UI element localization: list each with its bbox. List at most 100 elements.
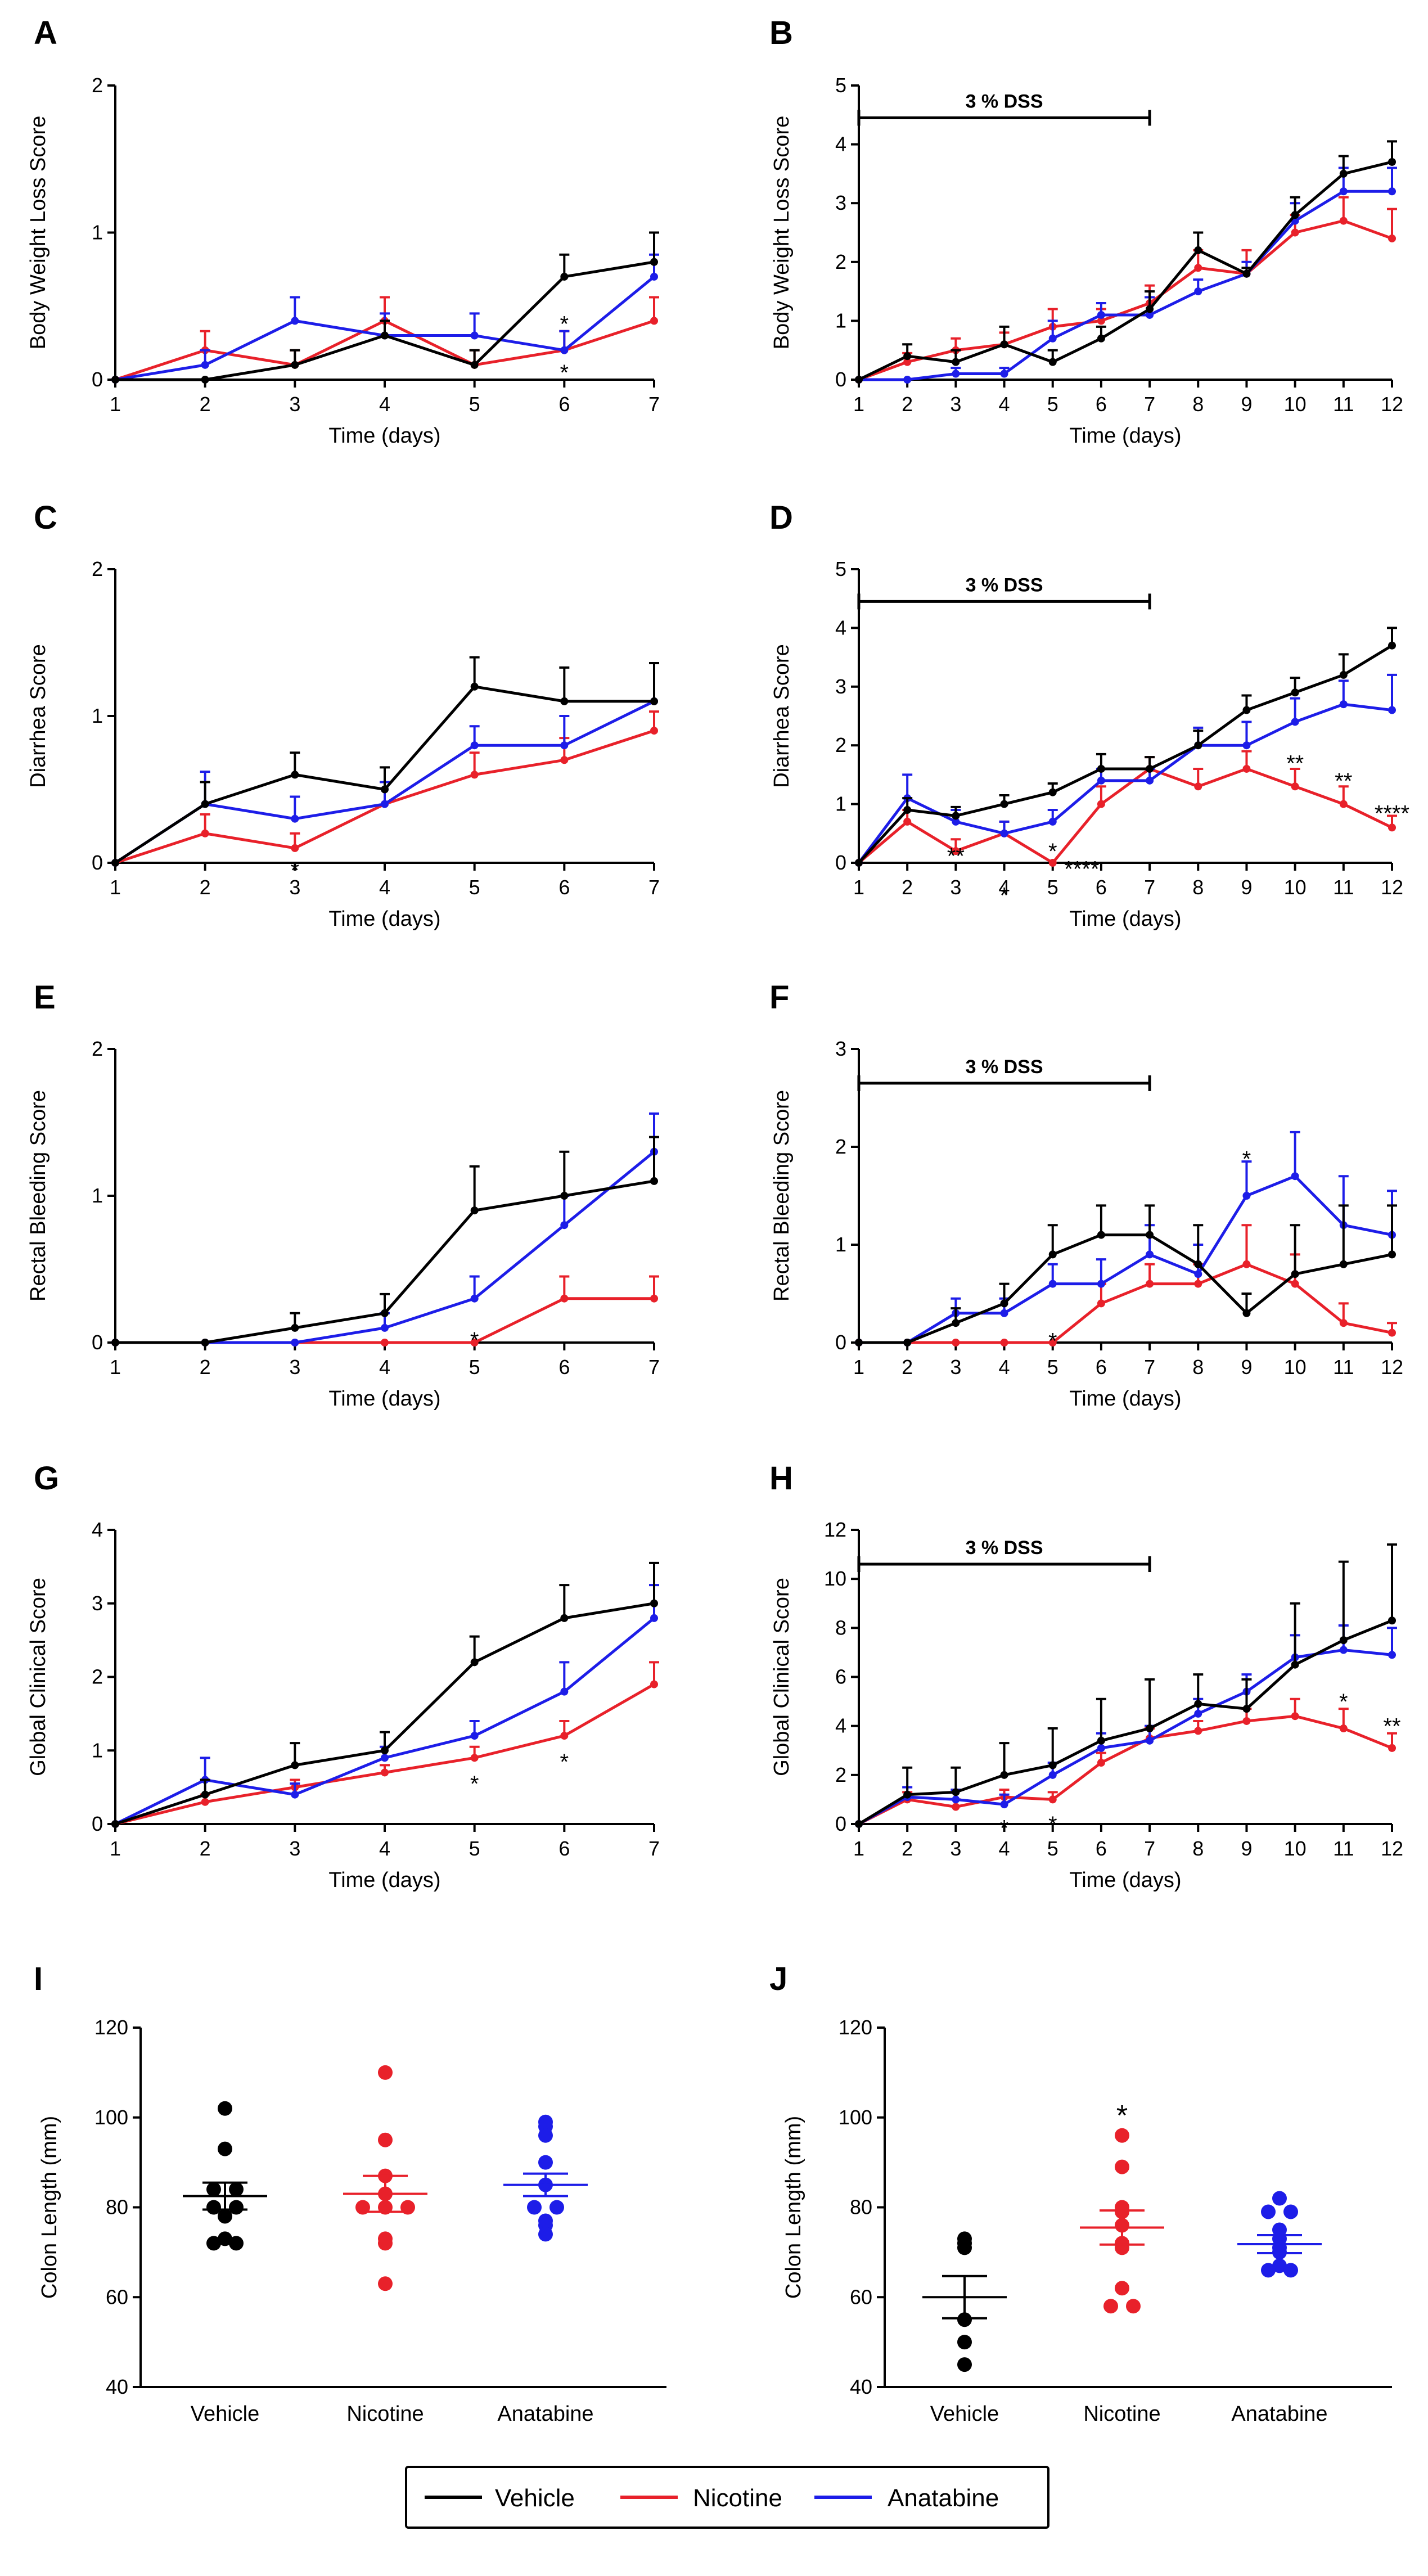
data-point-vehicle — [560, 272, 569, 281]
data-point-vehicle — [903, 352, 912, 361]
x-tick-label-d: 5 — [1047, 876, 1058, 899]
data-point-vehicle — [1146, 1724, 1154, 1733]
x-tick-label-a: 3 — [289, 393, 300, 416]
data-point-nicotine — [201, 829, 209, 837]
data-point-vehicle — [1388, 641, 1396, 650]
data-point-anatabine — [470, 1732, 479, 1740]
data-point-vehicle — [957, 2312, 972, 2327]
y-tick-label-d: 0 — [835, 851, 846, 874]
data-point-vehicle — [1339, 169, 1348, 178]
data-point-anatabine — [381, 1323, 389, 1332]
x-tick-label-g: 3 — [289, 1837, 300, 1860]
data-point-anatabine — [1291, 718, 1299, 726]
data-point-nicotine — [1097, 800, 1105, 808]
data-point-anatabine — [650, 1614, 658, 1622]
data-point-anatabine — [560, 1221, 569, 1230]
data-point-vehicle — [1146, 1231, 1154, 1239]
x-tick-label-b: 6 — [1096, 393, 1107, 416]
data-point-nicotine — [378, 2276, 393, 2291]
data-point-anatabine — [1000, 1309, 1008, 1317]
significance-marker-nicotine: * — [470, 1772, 479, 1796]
y-tick-label-a: 0 — [92, 368, 103, 391]
data-point-vehicle — [381, 1309, 389, 1317]
x-tick-label-e: 1 — [110, 1355, 121, 1379]
data-point-vehicle — [650, 1177, 658, 1185]
y-axis-title-g: Global Clinical Score — [26, 1578, 50, 1776]
data-point-vehicle — [291, 771, 299, 779]
data-point-nicotine — [1126, 2299, 1141, 2314]
y-tick-label-i: 120 — [94, 2016, 128, 2039]
data-point-vehicle — [291, 1761, 299, 1769]
data-point-vehicle — [560, 1192, 569, 1200]
x-tick-label-e: 6 — [558, 1355, 570, 1379]
x-axis-title-h: Time (days) — [1069, 1868, 1181, 1892]
significance-marker-anatabine: * — [560, 361, 569, 385]
data-point-vehicle — [1242, 1309, 1251, 1317]
legend: Vehicle Nicotine Anatabine — [405, 2466, 1049, 2529]
data-point-vehicle — [957, 2357, 972, 2372]
data-point-vehicle — [1048, 358, 1057, 366]
data-point-nicotine — [1194, 264, 1202, 272]
y-axis-title-h: Global Clinical Score — [770, 1578, 794, 1776]
y-tick-label-i: 40 — [106, 2375, 128, 2398]
x-tick-label-d: 11 — [1333, 876, 1354, 899]
series-nicotine-g — [111, 1661, 659, 1828]
y-tick-label-e: 1 — [92, 1184, 103, 1207]
legend-label-nicotine: Nicotine — [693, 2484, 782, 2512]
x-tick-label-h: 7 — [1144, 1837, 1155, 1860]
series-vehicle-d — [855, 627, 1397, 867]
data-point-nicotine — [1291, 782, 1299, 791]
data-point-vehicle — [1000, 800, 1008, 808]
data-point-anatabine — [549, 2200, 564, 2215]
series-line-anatabine — [114, 1616, 655, 1826]
data-point-vehicle — [903, 806, 912, 814]
data-point-anatabine — [291, 317, 299, 325]
x-axis-title-e: Time (days) — [328, 1387, 440, 1411]
data-point-vehicle — [560, 697, 569, 705]
data-point-vehicle — [650, 697, 658, 705]
group-anatabine-i — [503, 2114, 588, 2242]
data-point-vehicle — [381, 1746, 389, 1755]
data-point-anatabine — [538, 2155, 553, 2170]
data-point-nicotine — [1388, 234, 1396, 242]
data-point-nicotine — [903, 817, 912, 826]
data-point-nicotine — [1194, 1727, 1202, 1735]
data-point-vehicle — [291, 1323, 299, 1332]
y-tick-label-h: 4 — [835, 1714, 846, 1737]
panel-letter-g: G — [34, 1460, 59, 1497]
data-point-nicotine — [1388, 1744, 1396, 1752]
data-point-nicotine — [1048, 1795, 1057, 1804]
significance-marker-anatabine: * — [1000, 1816, 1009, 1841]
series-line-vehicle — [858, 644, 1393, 864]
data-point-vehicle — [201, 376, 209, 384]
x-tick-label-d: 9 — [1241, 876, 1252, 899]
data-point-anatabine — [291, 1339, 299, 1346]
data-point-anatabine — [1146, 1250, 1154, 1259]
x-axis-title-a: Time (days) — [328, 424, 440, 448]
x-tick-label-h: 6 — [1096, 1837, 1107, 1860]
data-point-anatabine — [1000, 1800, 1008, 1809]
data-point-nicotine — [1291, 1280, 1299, 1288]
x-tick-label-h: 2 — [902, 1837, 913, 1860]
data-point-anatabine — [538, 2227, 553, 2242]
data-point-vehicle — [470, 1658, 479, 1667]
series-anatabine-h — [855, 1624, 1397, 1828]
data-point-nicotine — [560, 1732, 569, 1740]
data-point-vehicle — [957, 2240, 972, 2255]
data-point-anatabine — [1194, 1709, 1202, 1718]
x-tick-label-c: 2 — [200, 876, 211, 899]
x-tick-label-d: 1 — [853, 876, 864, 899]
x-tick-label-e: 7 — [648, 1355, 660, 1379]
y-tick-label-e: 2 — [92, 1037, 103, 1060]
data-point-vehicle — [1048, 1250, 1057, 1259]
series-vehicle-e — [111, 1136, 659, 1346]
series-line-nicotine — [858, 219, 1393, 381]
x-tick-label-e: 4 — [379, 1355, 390, 1379]
data-point-nicotine — [378, 2236, 393, 2251]
data-point-vehicle — [1097, 334, 1105, 343]
significance-marker-nicotine: * — [560, 1750, 569, 1775]
y-tick-label-j: 100 — [839, 2106, 872, 2129]
data-point-anatabine — [201, 361, 209, 369]
